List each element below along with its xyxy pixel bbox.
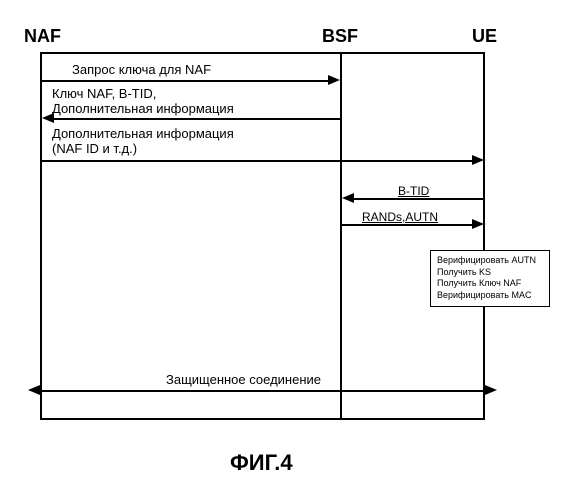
msg2-line	[52, 118, 340, 120]
sequence-diagram: NAF BSF UE Запрос ключа для NAF Ключ NAF…	[0, 0, 564, 500]
msg5-head	[472, 219, 484, 229]
msg6-head-left	[28, 385, 40, 395]
msg4-head	[342, 193, 354, 203]
msg6-label: Защищенное соединение	[166, 372, 321, 387]
msg2-label: Ключ NAF, B-TID, Дополнительная информац…	[52, 86, 234, 116]
actor-ue-label: UE	[472, 26, 497, 47]
msg3-line	[42, 160, 474, 162]
msg4-label: B-TID	[398, 184, 429, 198]
msg6-head-right	[485, 385, 497, 395]
actor-bsf-label: BSF	[322, 26, 358, 47]
msg3-label: Дополнительная информация (NAF ID и т.д.…	[52, 126, 234, 156]
msg5-label: RANDs,AUTN	[362, 210, 438, 224]
proc-line-4: Верифицировать MAC	[437, 290, 543, 302]
processing-box: Верифицировать AUTN Получить KS Получить…	[430, 250, 550, 307]
msg6-line	[40, 390, 485, 392]
proc-line-3: Получить Ключ NAF	[437, 278, 543, 290]
proc-line-1: Верифицировать AUTN	[437, 255, 543, 267]
msg4-line	[352, 198, 484, 200]
proc-line-2: Получить KS	[437, 267, 543, 279]
msg1-head	[328, 75, 340, 85]
msg1-line	[42, 80, 330, 82]
msg3-head	[472, 155, 484, 165]
msg1-label: Запрос ключа для NAF	[72, 62, 211, 77]
lifeline-bsf	[340, 52, 342, 420]
figure-caption: ФИГ.4	[230, 450, 293, 476]
actor-naf-label: NAF	[24, 26, 61, 47]
msg5-line	[342, 224, 474, 226]
msg2-head	[42, 113, 54, 123]
